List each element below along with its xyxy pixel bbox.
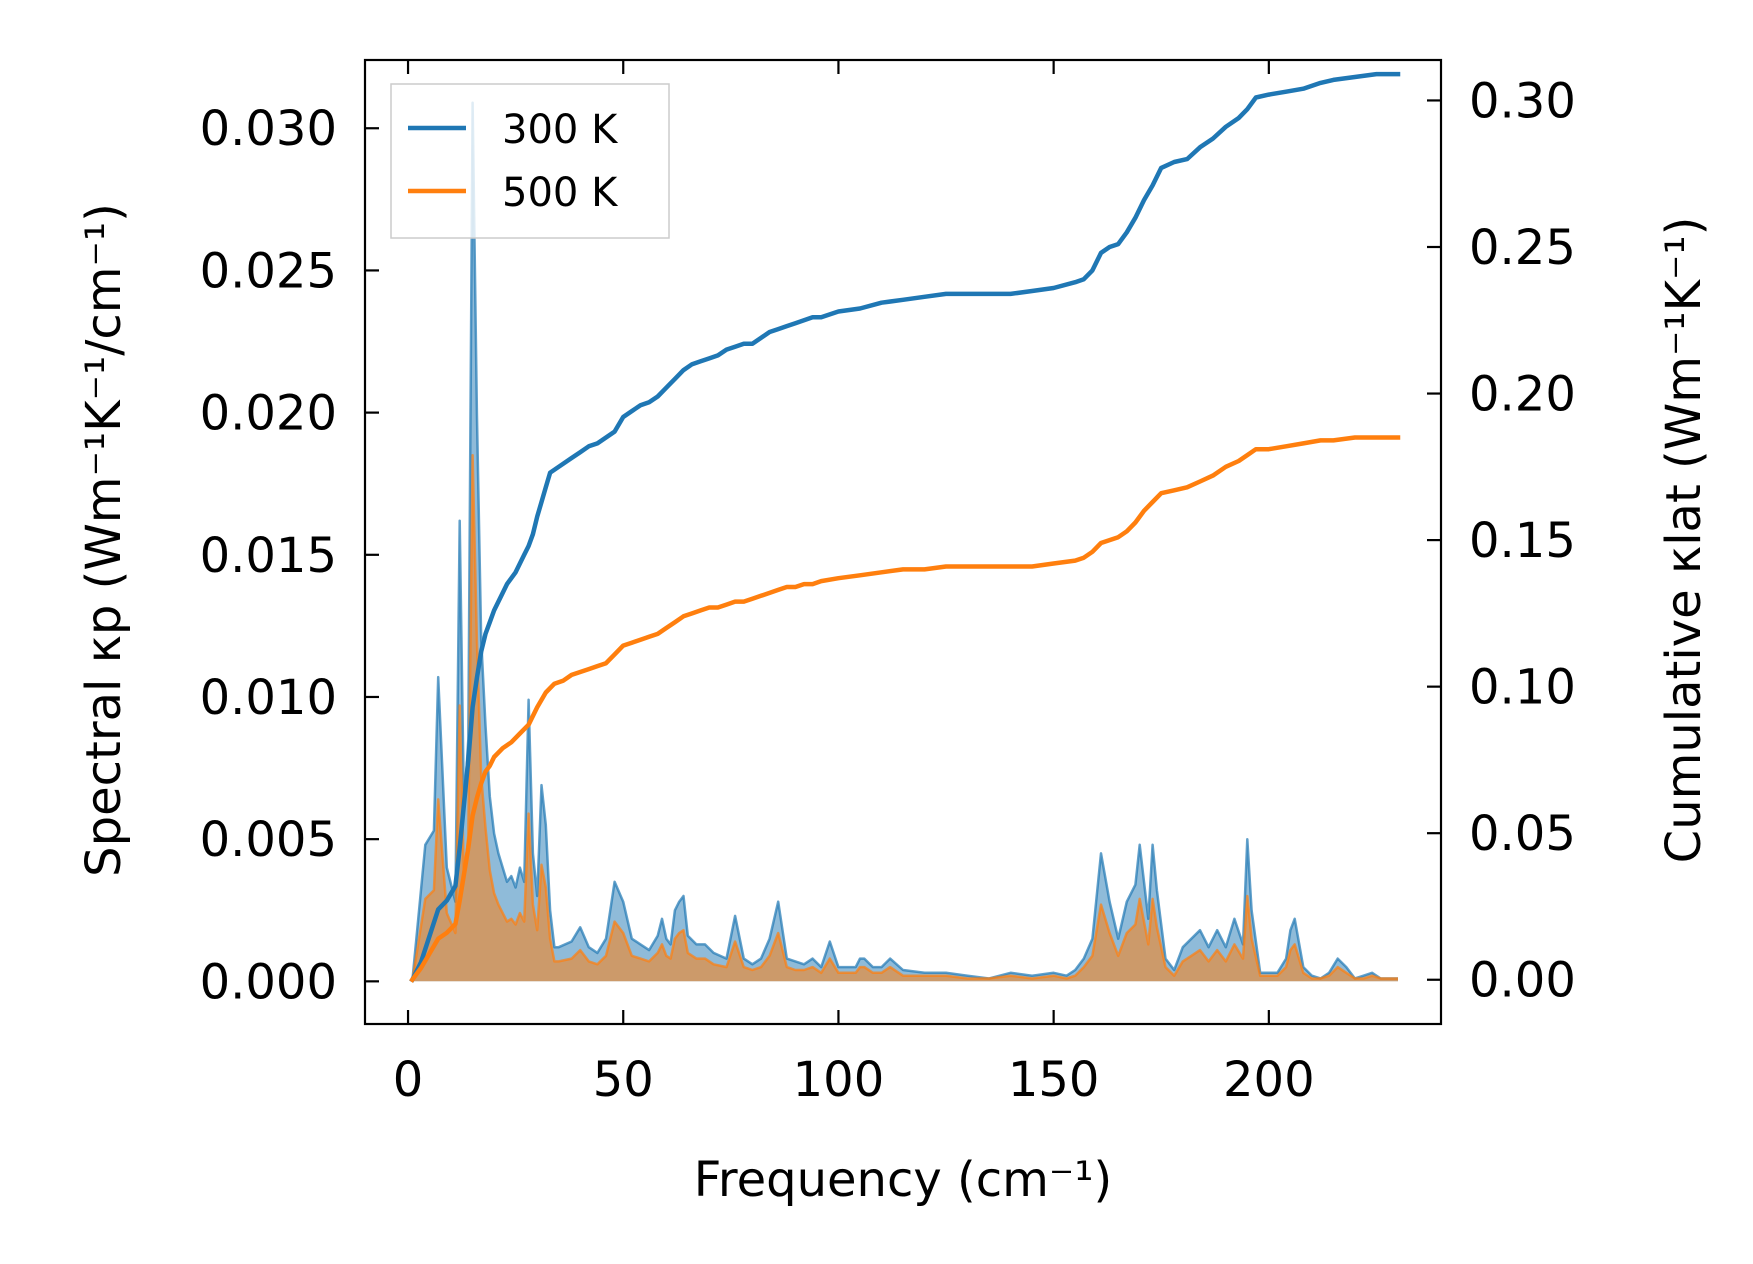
y-left-tick-label: 0.010 — [200, 670, 337, 726]
y-left-tick-label: 0.015 — [200, 528, 337, 584]
legend-label-500k: 500 K — [502, 170, 619, 216]
x-tick-label: 150 — [1008, 1052, 1100, 1108]
y-left-tick-label: 0.020 — [200, 386, 337, 442]
y-left-tick-label: 0.025 — [200, 243, 337, 299]
x-axis: 0 50 100 150 200 — [393, 60, 1315, 1108]
spectral-fills — [411, 101, 1398, 982]
y-right-tick-label: 0.25 — [1469, 220, 1576, 276]
y-left-tick-label: 0.000 — [200, 954, 337, 1010]
legend-box — [390, 83, 670, 239]
spectral-fill-500k — [412, 455, 1398, 982]
spectral-line-500k — [411, 454, 1398, 982]
y-right-tick-label: 0.10 — [1469, 660, 1576, 716]
legend: 300 K 500 K — [390, 83, 670, 239]
y-axis-left-label: Spectral κp (Wm⁻¹K⁻¹/cm⁻¹) — [76, 203, 132, 877]
spectral-fill-300k — [412, 102, 1398, 982]
y-axis-right: 0.00 0.05 0.10 0.15 0.20 0.25 0.30 — [1427, 73, 1576, 1009]
y-right-tick-label: 0.00 — [1469, 953, 1576, 1009]
y-right-tick-label: 0.05 — [1469, 806, 1576, 862]
x-tick-label: 0 — [393, 1052, 424, 1108]
y-axis-right-label: Cumulative κlat (Wm⁻¹K⁻¹) — [1656, 217, 1712, 864]
cumulative-line-500k — [409, 435, 1401, 983]
legend-label-300k: 300 K — [502, 107, 619, 153]
x-tick-label: 100 — [793, 1052, 885, 1108]
y-right-tick-label: 0.30 — [1469, 73, 1576, 129]
plot-frame — [363, 58, 1443, 1026]
series-lines — [409, 71, 1401, 983]
y-right-tick-label: 0.20 — [1469, 367, 1576, 423]
spectral-line-300k — [411, 101, 1398, 982]
y-left-tick-label: 0.030 — [200, 101, 337, 157]
cumulative-line-300k — [409, 71, 1401, 983]
x-axis-label: Frequency (cm⁻¹) — [694, 1152, 1112, 1208]
x-tick-label: 50 — [593, 1052, 654, 1108]
y-right-tick-label: 0.15 — [1469, 513, 1576, 569]
y-axis-left: 0.000 0.005 0.010 0.015 0.020 0.025 0.030 — [200, 101, 379, 1010]
y-left-tick-label: 0.005 — [200, 812, 337, 868]
x-tick-label: 200 — [1223, 1052, 1315, 1108]
